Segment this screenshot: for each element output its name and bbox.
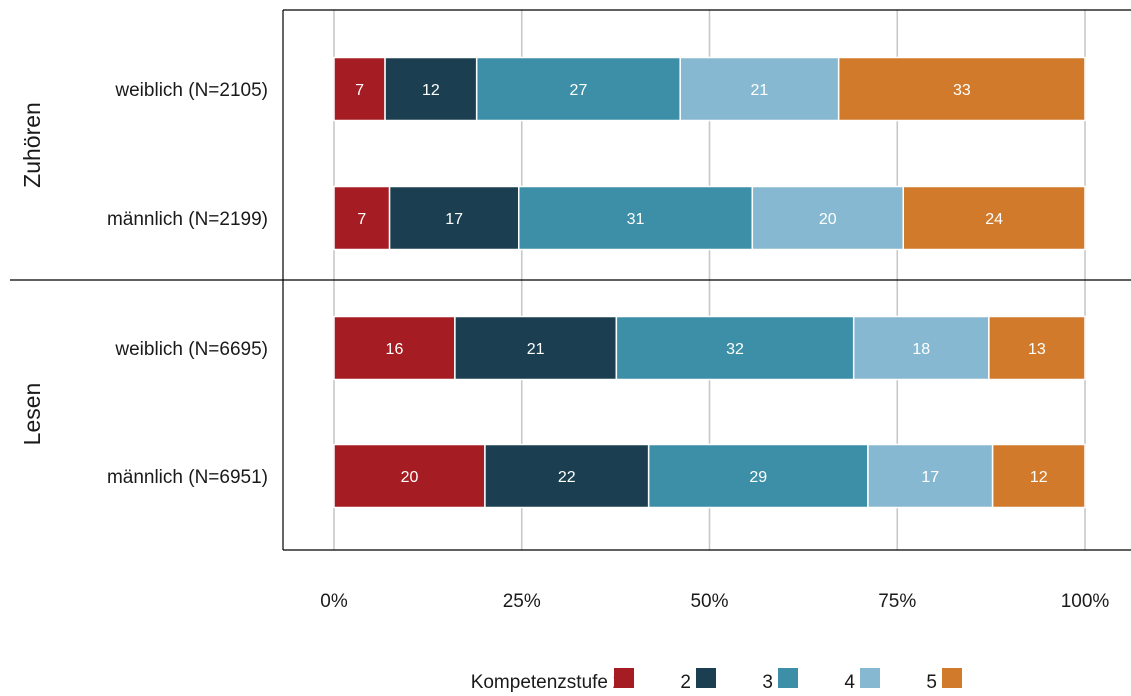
bar-segment [388, 185, 520, 251]
row-label: weiblich (N=2105) [114, 80, 268, 101]
bar-value-label: 17 [445, 211, 463, 228]
bar-segment [852, 315, 990, 381]
plot-frame [10, 9, 1131, 551]
bar-value-label: 7 [357, 211, 366, 228]
bar-value-label: 33 [953, 82, 971, 99]
bar-value-label: 31 [627, 211, 645, 228]
x-axis-ticks: 0% 25% 50% 75% 100% [320, 591, 1109, 612]
x-tick-label: 50% [690, 591, 728, 612]
panel-labels: Zuhören Lesen [19, 102, 45, 445]
row-label: männlich (N=2199) [107, 209, 268, 230]
legend-key-label: 3 [762, 672, 773, 693]
bar-segment [647, 443, 869, 509]
bar-value-label: 18 [912, 341, 930, 358]
x-tick-label: 100% [1061, 591, 1110, 612]
legend-swatch [942, 668, 962, 688]
bar-value-label: 22 [558, 469, 576, 486]
bar-segment [615, 315, 855, 381]
x-tick-label: 75% [878, 591, 916, 612]
legend-key-label: 4 [844, 672, 855, 693]
bar-segment [991, 443, 1086, 509]
bar-value-label: 20 [401, 469, 419, 486]
bar-segment [333, 56, 386, 122]
bar-value-label: 13 [1028, 341, 1046, 358]
bar-value-label: 27 [570, 82, 588, 99]
bar-value-label: 7 [355, 82, 364, 99]
bar-value-label: 17 [921, 469, 939, 486]
bar-segment [475, 56, 681, 122]
legend-key-label: 5 [926, 672, 937, 693]
bar-segment [751, 185, 905, 251]
bar-segment [333, 443, 486, 509]
bar-segment [902, 185, 1086, 251]
bar-segment [454, 315, 618, 381]
legend-title: Kompetenzstufe [471, 672, 608, 693]
bar-value-label: 12 [1030, 469, 1048, 486]
legend: Kompetenzstufe12345 [471, 668, 962, 693]
bar-segment [384, 56, 478, 122]
legend-swatch [614, 668, 634, 688]
bar-segment [867, 443, 994, 509]
bar-value-label: 24 [985, 211, 1003, 228]
bar-value-label: 21 [751, 82, 769, 99]
row-label: weiblich (N=6695) [114, 339, 268, 360]
bar-segment [988, 315, 1086, 381]
x-tick-label: 0% [320, 591, 348, 612]
bar-value-label: 21 [527, 341, 545, 358]
bar-value-label: 16 [386, 341, 404, 358]
bar-segment [333, 185, 391, 251]
bar-value-label: 29 [749, 469, 767, 486]
row-labels: weiblich (N=2105) männlich (N=2199) weibli… [107, 80, 268, 488]
row-label: männlich (N=6951) [107, 467, 268, 488]
panel-label: Zuhören [19, 102, 45, 188]
legend-swatch [696, 668, 716, 688]
panel-label: Lesen [19, 383, 45, 446]
bar-segment [837, 56, 1086, 122]
bar-segment [517, 185, 754, 251]
x-tick-label: 25% [503, 591, 541, 612]
legend-key-label: 2 [680, 672, 691, 693]
bar-segment [333, 315, 456, 381]
legend-swatch [778, 668, 798, 688]
bar-value-label: 32 [726, 341, 744, 358]
bar-value-label: 12 [422, 82, 440, 99]
bar-value-label: 20 [819, 211, 837, 228]
legend-swatch [860, 668, 880, 688]
bar-segment [679, 56, 840, 122]
bar-segment [484, 443, 650, 509]
bars-group: 7 12 27 21 33 7 17 31 20 24 16 21 32 18 13 20 22 29 17 12 [333, 56, 1086, 509]
